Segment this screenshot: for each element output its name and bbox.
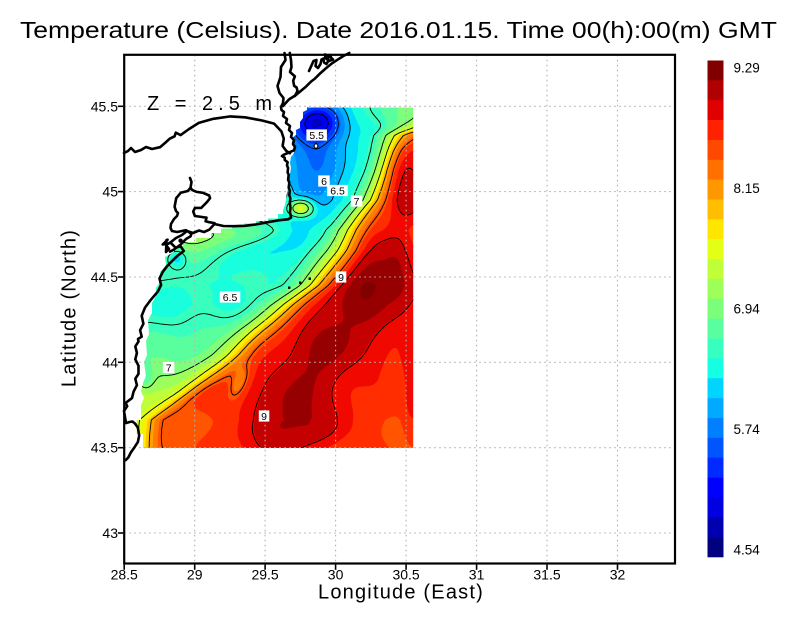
svg-text:44: 44 <box>102 354 118 370</box>
svg-text:43.5: 43.5 <box>91 440 118 456</box>
svg-text:9: 9 <box>338 272 344 284</box>
svg-text:45.5: 45.5 <box>91 98 118 114</box>
svg-text:30.5: 30.5 <box>392 567 419 583</box>
svg-text:43: 43 <box>102 525 118 541</box>
svg-text:32: 32 <box>610 567 626 583</box>
svg-text:30: 30 <box>328 567 344 583</box>
svg-text:7: 7 <box>354 196 360 208</box>
svg-text:28.5: 28.5 <box>111 567 138 583</box>
svg-text:45: 45 <box>102 184 118 200</box>
svg-text:8.15: 8.15 <box>734 181 760 196</box>
svg-text:44.5: 44.5 <box>91 269 118 285</box>
svg-text:6: 6 <box>321 176 327 188</box>
svg-text:6.94: 6.94 <box>734 302 761 317</box>
svg-text:29: 29 <box>187 567 203 583</box>
svg-text:9.29: 9.29 <box>734 61 760 76</box>
svg-text:Z = 2.5 m: Z = 2.5 m <box>147 93 277 115</box>
svg-text:6.5: 6.5 <box>330 185 345 197</box>
svg-text:4.54: 4.54 <box>734 543 761 558</box>
svg-text:7: 7 <box>166 362 172 374</box>
svg-text:5.5: 5.5 <box>309 130 324 142</box>
svg-text:29.5: 29.5 <box>251 567 278 583</box>
svg-text:6.5: 6.5 <box>223 292 238 304</box>
svg-text:9: 9 <box>261 411 267 423</box>
svg-text:31: 31 <box>469 567 485 583</box>
svg-text:5.74: 5.74 <box>734 422 761 437</box>
svg-text:Longitude (East): Longitude (East) <box>318 582 484 604</box>
svg-text:Temperature (Celsius). Date 20: Temperature (Celsius). Date 2016.01.15. … <box>20 17 777 43</box>
svg-text:Latitude (North): Latitude (North) <box>59 229 81 387</box>
svg-text:31.5: 31.5 <box>533 567 560 583</box>
